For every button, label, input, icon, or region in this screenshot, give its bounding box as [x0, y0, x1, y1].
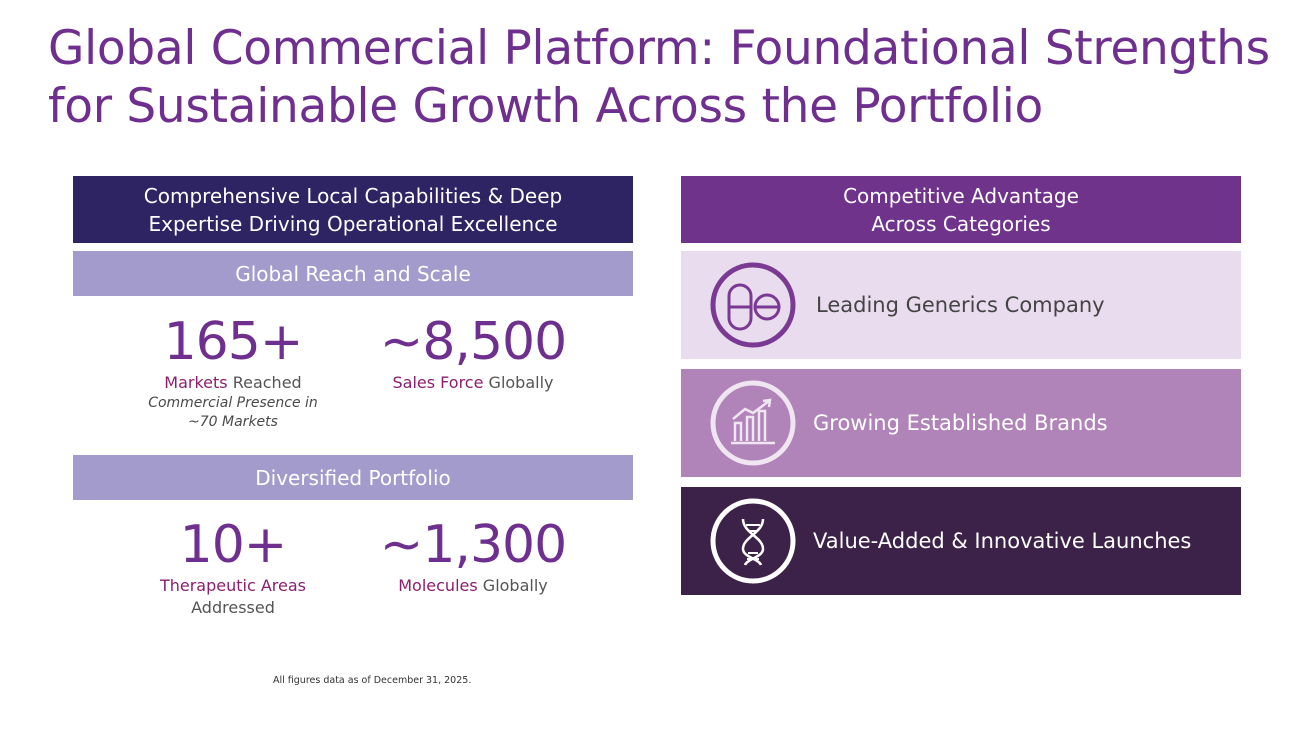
markets-highlight: Markets — [164, 373, 228, 392]
pill-icon — [710, 262, 796, 348]
global-reach-band: Global Reach and Scale — [73, 251, 633, 296]
competitive-advantage-line-2: Across Categories — [871, 211, 1051, 236]
molecules-stat: ~1,300 Molecules Globally — [353, 515, 593, 597]
sales-force-rest: Globally — [483, 373, 554, 392]
page-title: Global Commercial Platform: Foundational… — [48, 20, 1298, 136]
capabilities-header: Comprehensive Local Capabilities & Deep … — [73, 176, 633, 243]
molecules-label: Molecules Globally — [353, 575, 593, 597]
sales-force-highlight: Sales Force — [392, 373, 484, 392]
capabilities-header-line-1: Comprehensive Local Capabilities & Deep — [143, 183, 563, 208]
markets-note-2: ~70 Markets — [188, 414, 278, 430]
category-generics-label: Leading Generics Company — [816, 293, 1105, 317]
category-generics: Leading Generics Company — [681, 251, 1241, 359]
category-established-brands-label: Growing Established Brands — [813, 411, 1108, 435]
markets-stat: 165+ Markets Reached Commercial Presence… — [113, 312, 353, 432]
competitive-advantage-header: Competitive Advantage Across Categories — [681, 176, 1241, 243]
markets-label: Markets Reached — [113, 372, 353, 394]
growth-chart-icon — [710, 380, 796, 466]
capabilities-header-line-2: Expertise Driving Operational Excellence — [148, 211, 558, 236]
category-innovative-launches-label: Value-Added & Innovative Launches — [813, 529, 1192, 553]
category-established-brands: Growing Established Brands — [681, 369, 1241, 477]
dna-icon — [710, 498, 796, 584]
category-innovative-launches: Value-Added & Innovative Launches — [681, 487, 1241, 595]
sales-force-stat: ~8,500 Sales Force Globally — [353, 312, 593, 394]
page-title-line-2: for Sustainable Growth Across the Portfo… — [48, 79, 1044, 134]
molecules-number: ~1,300 — [379, 515, 567, 575]
therapeutic-areas-line-2: Addressed — [191, 598, 275, 617]
markets-rest: Reached — [227, 373, 302, 392]
sales-force-label: Sales Force Globally — [353, 372, 593, 394]
therapeutic-areas-number: 10+ — [179, 515, 288, 575]
markets-note-1: Commercial Presence in — [148, 395, 318, 411]
therapeutic-areas-stat: 10+ Therapeutic Areas Addressed — [113, 515, 353, 619]
molecules-highlight: Molecules — [398, 576, 478, 595]
therapeutic-areas-highlight: Therapeutic Areas — [159, 576, 307, 595]
sales-force-number: ~8,500 — [379, 312, 567, 372]
competitive-advantage-line-1: Competitive Advantage — [843, 183, 1079, 208]
diversified-portfolio-band: Diversified Portfolio — [73, 455, 633, 500]
molecules-rest: Globally — [477, 576, 548, 595]
markets-number: 165+ — [163, 312, 304, 372]
page-title-line-1: Global Commercial Platform: Foundational… — [48, 21, 1270, 76]
footnote: All figures data as of December 31, 2025… — [273, 675, 472, 686]
